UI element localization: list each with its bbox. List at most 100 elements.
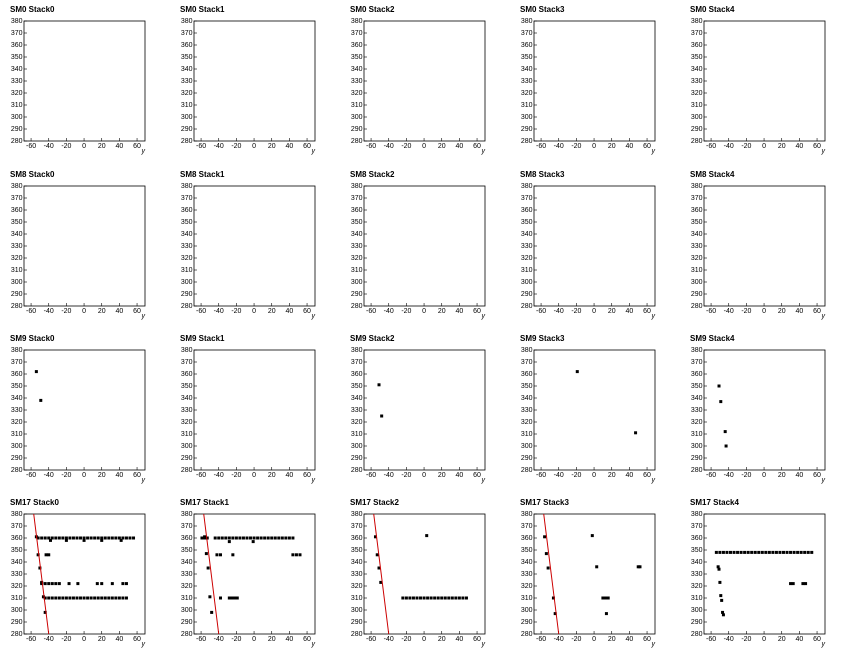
y-tick-label: 360: [181, 42, 193, 49]
point: [43, 582, 47, 586]
point: [54, 536, 58, 540]
point: [443, 596, 447, 600]
y-tick-label: 340: [521, 231, 533, 238]
y-tick-label: 330: [351, 571, 363, 578]
x-tick-label: -20: [61, 472, 71, 479]
point: [230, 596, 234, 600]
panel-title: SM0 Stack4: [690, 5, 735, 14]
point: [436, 596, 440, 600]
y-tick-label: 300: [521, 114, 533, 121]
y-tick-label: 370: [691, 523, 703, 530]
x-tick-label: -40: [214, 472, 224, 479]
point: [778, 550, 782, 554]
y-tick-label: 310: [351, 431, 363, 438]
y-tick-label: 280: [691, 138, 703, 145]
x-tick-label: 0: [252, 308, 256, 315]
x-tick-label: 20: [778, 143, 786, 150]
point: [117, 596, 121, 600]
y-tick-label: 380: [351, 347, 363, 354]
point: [117, 536, 121, 540]
point: [717, 567, 721, 571]
y-tick-label: 370: [691, 359, 703, 366]
point: [739, 550, 743, 554]
point: [461, 596, 465, 600]
point: [132, 536, 136, 540]
y-tick-label: 330: [691, 571, 703, 578]
x-tick-label: 20: [778, 472, 786, 479]
y-tick-label: 300: [181, 279, 193, 286]
x-tick-label: 60: [473, 308, 481, 315]
point: [50, 536, 54, 540]
panel-title: SM8 Stack3: [520, 170, 565, 179]
x-tick-label: 40: [625, 636, 633, 643]
point: [210, 610, 214, 614]
x-tick-label: 20: [438, 308, 446, 315]
y-tick-label: 320: [11, 90, 23, 97]
point: [401, 596, 405, 600]
point: [96, 596, 100, 600]
plot-frame: [363, 185, 486, 307]
point: [234, 536, 238, 540]
plot-frame: [23, 349, 146, 471]
x-tick-label: 0: [252, 143, 256, 150]
plot-frame: [363, 513, 486, 635]
point: [68, 596, 72, 600]
y-tick-label: 310: [11, 431, 23, 438]
y-tick-label: 360: [11, 42, 23, 49]
x-tick-label: -60: [366, 308, 376, 315]
y-tick-label: 290: [521, 619, 533, 626]
point: [124, 596, 128, 600]
x-axis-label: y: [651, 477, 656, 484]
x-tick-label: 20: [98, 636, 106, 643]
x-axis-label: y: [481, 477, 486, 484]
point: [64, 596, 68, 600]
point: [110, 596, 114, 600]
y-tick-label: 360: [11, 371, 23, 378]
x-tick-label: 60: [643, 143, 651, 150]
point: [79, 536, 83, 540]
y-tick-label: 290: [11, 619, 23, 626]
x-tick-label: -20: [401, 472, 411, 479]
y-tick-label: 350: [351, 54, 363, 61]
y-tick-label: 320: [521, 419, 533, 426]
point: [380, 414, 384, 418]
point: [753, 550, 757, 554]
x-tick-label: 20: [98, 143, 106, 150]
point: [718, 580, 722, 584]
y-tick-label: 380: [351, 18, 363, 25]
x-tick-label: 40: [285, 143, 293, 150]
point: [57, 536, 61, 540]
point: [791, 582, 795, 586]
panel-title: SM17 Stack1: [180, 498, 229, 507]
point: [291, 553, 295, 557]
x-tick-label: -20: [61, 636, 71, 643]
x-tick-label: 0: [762, 308, 766, 315]
y-tick-label: 360: [521, 535, 533, 542]
panel-title: SM8 Stack0: [10, 170, 55, 179]
point: [284, 536, 288, 540]
y-tick-label: 310: [351, 267, 363, 274]
point: [47, 582, 51, 586]
x-tick-label: 20: [98, 472, 106, 479]
point: [450, 596, 454, 600]
y-tick-label: 280: [351, 467, 363, 474]
point: [249, 536, 253, 540]
point: [256, 536, 260, 540]
x-tick-label: 60: [133, 472, 141, 479]
x-tick-label: -40: [214, 143, 224, 150]
y-tick-label: 360: [351, 42, 363, 49]
y-tick-label: 320: [521, 583, 533, 590]
point: [43, 596, 47, 600]
point: [121, 596, 125, 600]
point: [804, 582, 808, 586]
x-axis-label: y: [651, 148, 656, 155]
y-tick-label: 350: [521, 54, 533, 61]
point: [100, 582, 104, 586]
y-tick-label: 320: [351, 583, 363, 590]
y-tick-label: 290: [181, 619, 193, 626]
x-tick-label: 60: [813, 143, 821, 150]
y-tick-label: 340: [691, 231, 703, 238]
y-tick-label: 370: [11, 30, 23, 37]
y-tick-label: 340: [181, 395, 193, 402]
x-tick-label: 0: [592, 308, 596, 315]
